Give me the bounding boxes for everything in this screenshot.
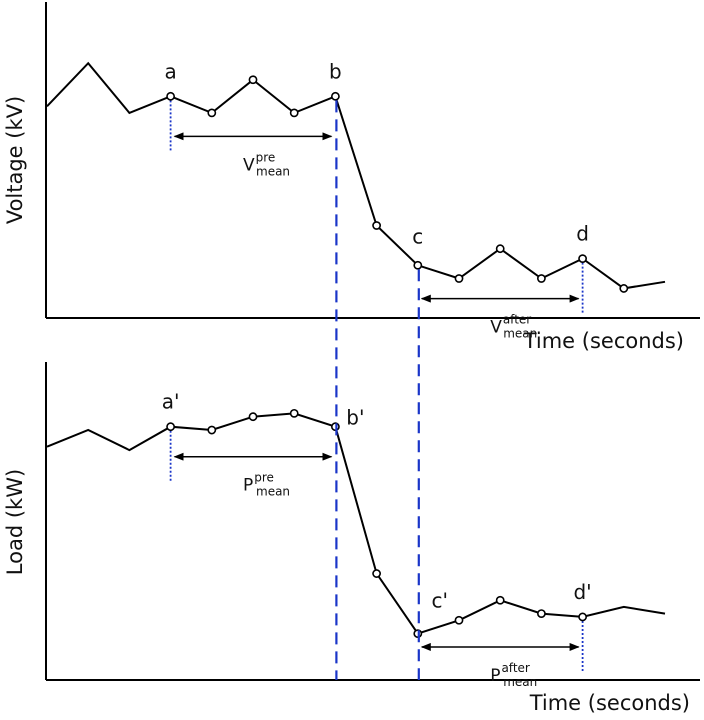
point-label-aprime: a' (162, 390, 180, 414)
voltage-data-point (207, 108, 217, 118)
load-data-point (248, 412, 258, 422)
load-x-axis-label: Time (seconds) (529, 691, 690, 715)
voltage-series-line (46, 61, 666, 290)
voltage-data-point (330, 91, 340, 101)
load-data-point (207, 425, 217, 435)
load-series-line (46, 412, 666, 635)
load-y-axis-label: Load (kW) (3, 469, 27, 575)
load-data-point (166, 422, 175, 432)
voltage-data-point (289, 108, 299, 118)
voltage-data-point (248, 75, 258, 85)
voltage-data-point (578, 254, 587, 264)
voltage-data-point (495, 244, 505, 254)
voltage-panel: Time (seconds) Voltage (kV) a b c d Vpre mea… (3, 2, 700, 353)
mean-annotation-V-pre: Vpre mean (243, 150, 290, 178)
point-label-b: b (329, 59, 342, 83)
load-data-point (578, 612, 587, 622)
load-data-point (495, 595, 505, 605)
point-label-cprime: c' (432, 589, 449, 613)
voltage-y-axis-label: Voltage (kV) (3, 96, 27, 224)
voltage-data-point (372, 221, 381, 230)
load-panel: Time (seconds) Load (kW) a' b' c' d' Ppre me… (3, 362, 700, 715)
mean-annotation-P-pre: Ppre mean (243, 471, 290, 499)
point-label-dprime: d' (573, 580, 591, 604)
load-data-point (454, 615, 464, 625)
mean-annotation-V-after: Vafter mean (490, 313, 537, 341)
voltage-data-point (454, 274, 464, 283)
voltage-data-point (413, 260, 423, 270)
voltage-data-point (166, 91, 175, 101)
event-lines (335, 100, 420, 680)
point-label-a: a (164, 59, 176, 83)
point-label-c: c (412, 224, 423, 248)
mean-annotation-P-after: Pafter mean (490, 661, 537, 689)
voltage-data-point (537, 274, 546, 283)
voltage-data-point (619, 284, 629, 293)
point-label-bprime: b' (346, 406, 364, 430)
load-data-point (289, 408, 299, 418)
load-data-point (372, 569, 381, 578)
point-label-d: d (576, 222, 589, 246)
voltage-x-axis-label: Time (seconds) (523, 329, 684, 353)
load-data-point (537, 609, 546, 618)
